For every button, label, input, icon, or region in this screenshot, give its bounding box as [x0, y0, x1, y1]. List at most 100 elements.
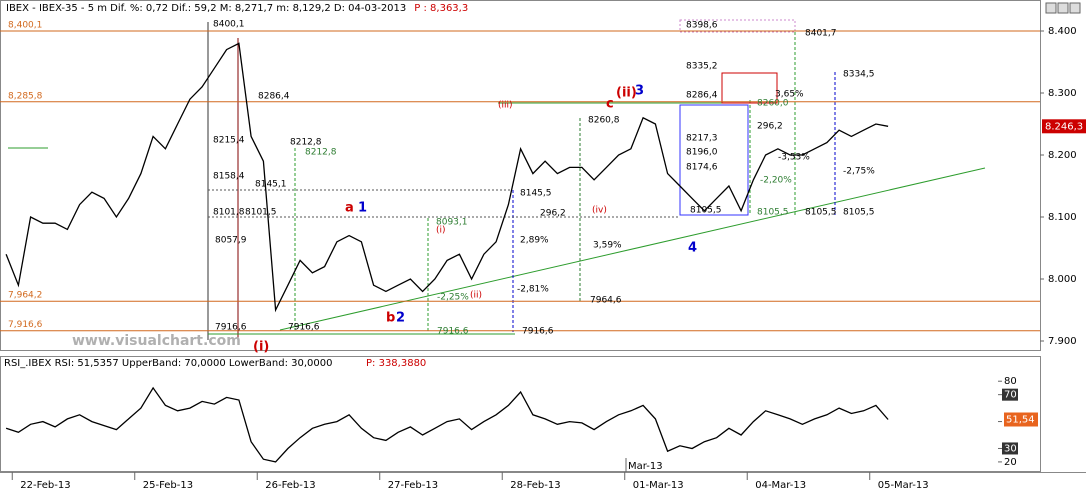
annotation: 7916,6: [437, 327, 469, 337]
annotation: 8101,5: [245, 208, 277, 218]
y-tick-label: 8.400: [1048, 26, 1077, 37]
annotation: (i): [436, 226, 446, 236]
box-drawing: [721, 72, 778, 104]
annotation: 8260,0: [757, 99, 789, 109]
annotation: (ii): [470, 291, 482, 301]
annotation: 8105,5: [757, 208, 789, 218]
drawing-line: [279, 167, 986, 331]
rsi-last-label: 51,54: [1006, 414, 1035, 425]
box-drawing: [679, 19, 796, 33]
level-label: 7,916,6: [8, 320, 43, 330]
annotation: 8215,4: [213, 136, 245, 146]
rsi-tick-label: 30: [1004, 443, 1017, 454]
annotation: a: [345, 201, 354, 216]
annotation: 8212,8: [305, 148, 337, 158]
date-note: Mar-13: [628, 461, 663, 472]
annotation: 8105,5: [690, 206, 722, 216]
rsi-band-box: [1002, 388, 1018, 401]
rsi-panel: [0, 356, 1041, 472]
minimize-button[interactable]: [1045, 2, 1057, 14]
annotation: 8158,4: [213, 172, 245, 182]
annotation: 8093,1: [436, 218, 468, 228]
annotation: 7916,6: [522, 327, 554, 337]
price-line: [5, 42, 889, 313]
annotation: 8286,4: [686, 91, 718, 101]
chart-title: IBEX - IBEX-35 - 5 m Dif. %: 0,72 Dif.: …: [6, 3, 406, 14]
watermark: www.visualchart.com: [72, 333, 241, 349]
x-tick-label: 01-Mar-13: [633, 480, 684, 491]
annotation: 8335,2: [686, 62, 718, 72]
annotation: -2,81%: [517, 285, 549, 295]
annotation: 2,89%: [520, 236, 549, 246]
rsi-tick-label: 80: [1004, 376, 1017, 387]
annotation: -2,20%: [760, 176, 792, 186]
annotation: 8101,8: [213, 208, 245, 218]
annotation: 4: [688, 241, 697, 256]
annotation: c: [606, 97, 614, 112]
annotation: 2: [396, 311, 405, 326]
annotation: (iv): [592, 206, 607, 216]
annotation: -2,25%: [437, 293, 469, 303]
annotation: 8145,1: [255, 180, 287, 190]
x-tick-label: 26-Feb-13: [265, 480, 315, 491]
annotation: 8105,5: [843, 208, 875, 218]
x-tick-label: 04-Mar-13: [755, 480, 806, 491]
annotation: 8286,4: [258, 92, 290, 102]
annotation: 296,2: [540, 209, 566, 219]
annotation: (ii): [616, 86, 637, 101]
annotation: b: [386, 311, 395, 326]
annotation: 8217,3: [686, 134, 718, 144]
x-tick-label: 27-Feb-13: [388, 480, 438, 491]
y-tick-label: 7.900: [1048, 336, 1077, 347]
annotation: 296,2: [757, 122, 783, 132]
y-tick-label: 8.200: [1048, 150, 1077, 161]
drawings: [8, 19, 986, 340]
rsi-band-box: [1002, 442, 1018, 455]
x-tick-label: 28-Feb-13: [510, 480, 560, 491]
y-tick-label: 8.100: [1048, 212, 1077, 223]
annotation: 3,65%: [775, 90, 804, 100]
annotation: (iii): [498, 101, 513, 111]
annotation: -3,53%: [778, 153, 810, 163]
rsi-line: [5, 386, 889, 463]
annotation: (i): [253, 340, 269, 355]
level-label: 8,400,1: [8, 20, 42, 30]
level-label: 8,285,8: [8, 91, 43, 101]
annotation: 1: [358, 201, 367, 216]
annotation: 8401,7: [805, 29, 837, 39]
annotation: 8105,5: [805, 208, 837, 218]
rsi-header-box: [2, 357, 422, 369]
price-note: P : 8,363,3: [414, 3, 468, 14]
annotation: 8260,8: [588, 116, 620, 126]
level-label: 7,964,2: [8, 291, 42, 301]
data-layer: [0, 30, 1040, 332]
price-panel: [0, 0, 1041, 351]
x-tick-label: 05-Mar-13: [878, 480, 929, 491]
rsi-last-box: [1004, 412, 1038, 427]
annotation: 7964,6: [590, 296, 622, 306]
annotations: 8,400,1 8,285,8 7,964,2 7,916,6 8400,1 8286,4…: [8, 20, 875, 355]
x-tick-label: 25-Feb-13: [143, 480, 193, 491]
annotation: 3,59%: [593, 241, 622, 251]
annotation: 7916,6: [288, 323, 320, 333]
header-box: [4, 1, 564, 14]
rsi-note: P: 338,3880: [366, 358, 426, 369]
rsi-tick-label: 20: [1004, 457, 1017, 468]
rsi-tick-label: 70: [1004, 390, 1017, 401]
close-button[interactable]: [1069, 2, 1081, 14]
maximize-button[interactable]: [1057, 2, 1069, 14]
last-price-box: [1042, 119, 1086, 134]
annotation: 8057,9: [215, 236, 247, 246]
x-tick-label: 22-Feb-13: [20, 480, 70, 491]
last-price-label: 8.246,3: [1045, 121, 1083, 132]
rsi-title: RSI_.IBEX RSI: 51,5357 UpperBand: 70,000…: [4, 358, 332, 369]
y-tick-label: 8.300: [1048, 88, 1077, 99]
window-buttons: [1045, 2, 1081, 14]
annotation: -2,75%: [843, 167, 875, 177]
annotation: 8174,6: [686, 163, 718, 173]
annotation: 8145,5: [520, 189, 552, 199]
y-tick-label: 8.000: [1048, 274, 1077, 285]
